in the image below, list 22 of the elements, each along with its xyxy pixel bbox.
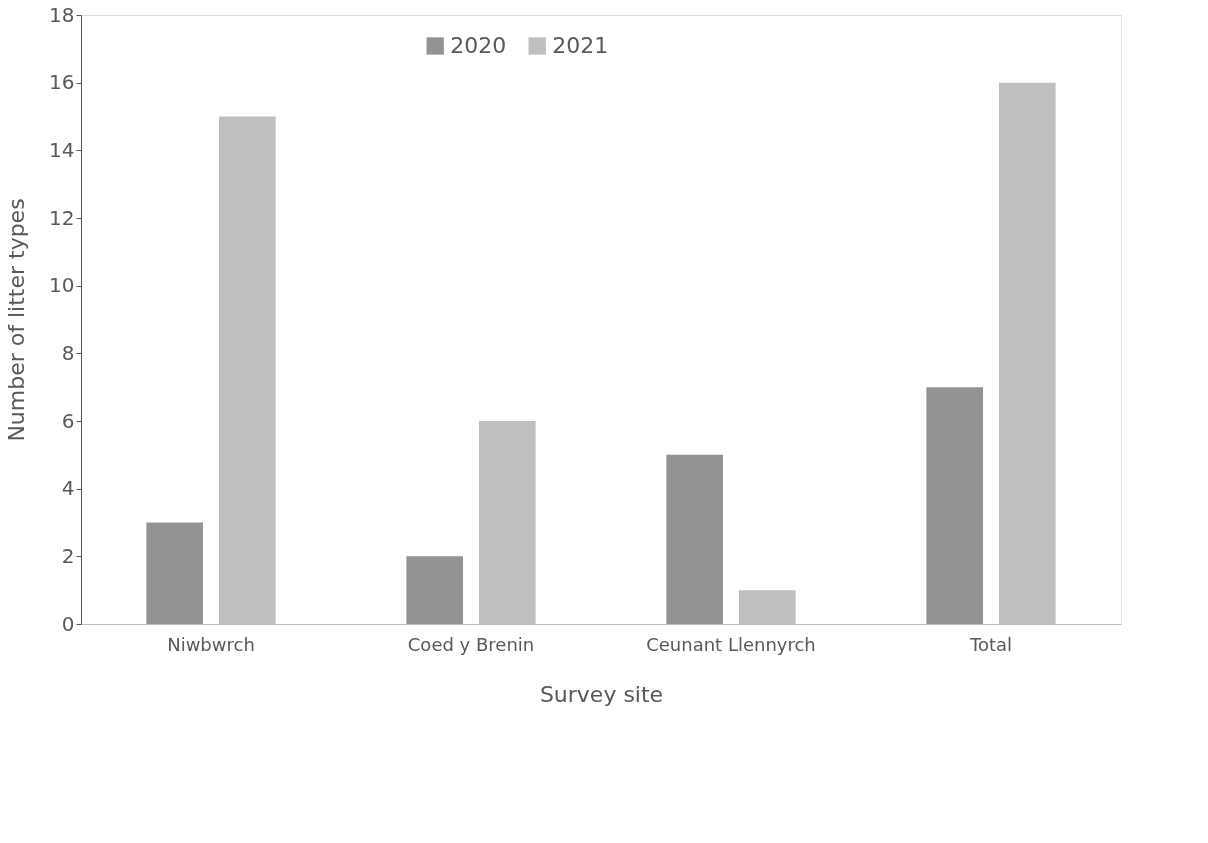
- legend-label: 2020: [450, 33, 507, 58]
- y-tick-label: 16: [49, 70, 75, 95]
- x-tick-label: Niwbwrch: [167, 633, 255, 655]
- y-tick-label: 2: [61, 543, 75, 568]
- bar: [666, 454, 724, 624]
- x-tick-label: Coed y Brenin: [407, 633, 535, 655]
- y-axis-title: Number of litter types: [4, 198, 30, 442]
- y-tick-label: 6: [61, 408, 75, 433]
- legend-label: 2021: [552, 33, 609, 58]
- y-tick-label: 0: [61, 611, 75, 636]
- bar: [926, 387, 984, 624]
- x-axis-title: Survey site: [539, 681, 664, 707]
- y-tick-label: 8: [61, 340, 75, 365]
- bar: [406, 556, 464, 624]
- x-tick-label: Total: [968, 633, 1013, 655]
- y-tick-label: 4: [61, 476, 75, 501]
- bar: [146, 522, 204, 624]
- y-tick-label: 14: [49, 137, 75, 162]
- y-tick-label: 18: [49, 2, 75, 27]
- y-tick-label: 10: [49, 273, 75, 298]
- y-tick-label: 12: [49, 205, 75, 230]
- x-tick-label: Ceunant Llennyrch: [646, 633, 816, 655]
